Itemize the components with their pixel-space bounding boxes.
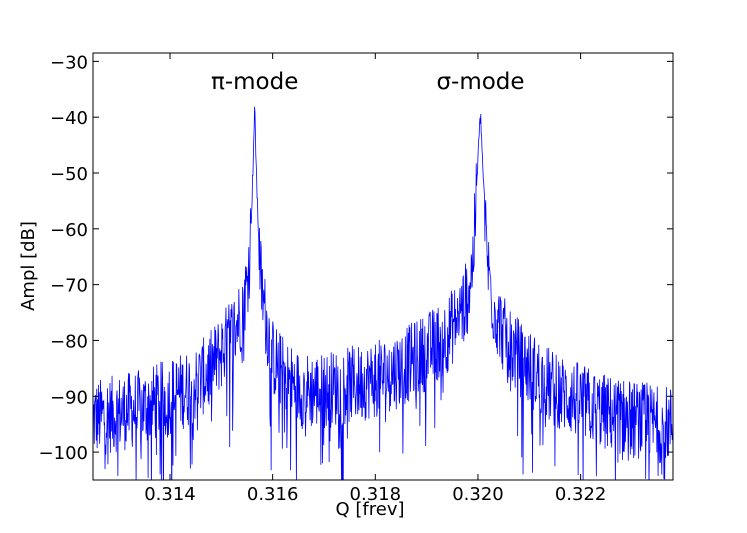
y-tick-label: −60	[50, 220, 88, 241]
mode-annotation: π-mode	[211, 69, 298, 95]
y-axis-ticks: −30 −40 −50 −60 −70 −80 −90 −100	[39, 52, 673, 464]
y-tick-label: −90	[50, 387, 88, 408]
plot-frame	[92, 52, 674, 481]
y-tick-label: −40	[50, 108, 88, 129]
y-tick-label: −30	[50, 52, 88, 73]
annotations: π-mode σ-mode	[211, 69, 525, 95]
x-axis-ticks: 0.314 0.316 0.318 0.320 0.322	[144, 53, 606, 505]
y-tick-label: −80	[50, 331, 88, 352]
x-tick-label: 0.318	[350, 484, 402, 505]
spectrum-trace	[93, 106, 673, 480]
y-tick-label: −100	[39, 443, 88, 464]
x-tick-label: 0.314	[144, 484, 196, 505]
mode-annotation: σ-mode	[436, 69, 524, 95]
x-axis-label: Q [frev]	[335, 499, 404, 520]
x-tick-label: 0.322	[555, 484, 607, 505]
y-axis-label: Ampl [dB]	[18, 221, 39, 311]
x-tick-label: 0.316	[247, 484, 299, 505]
spectrum-line	[93, 106, 673, 480]
y-tick-label: −50	[50, 164, 88, 185]
x-tick-label: 0.320	[452, 484, 504, 505]
y-tick-label: −70	[50, 276, 88, 297]
